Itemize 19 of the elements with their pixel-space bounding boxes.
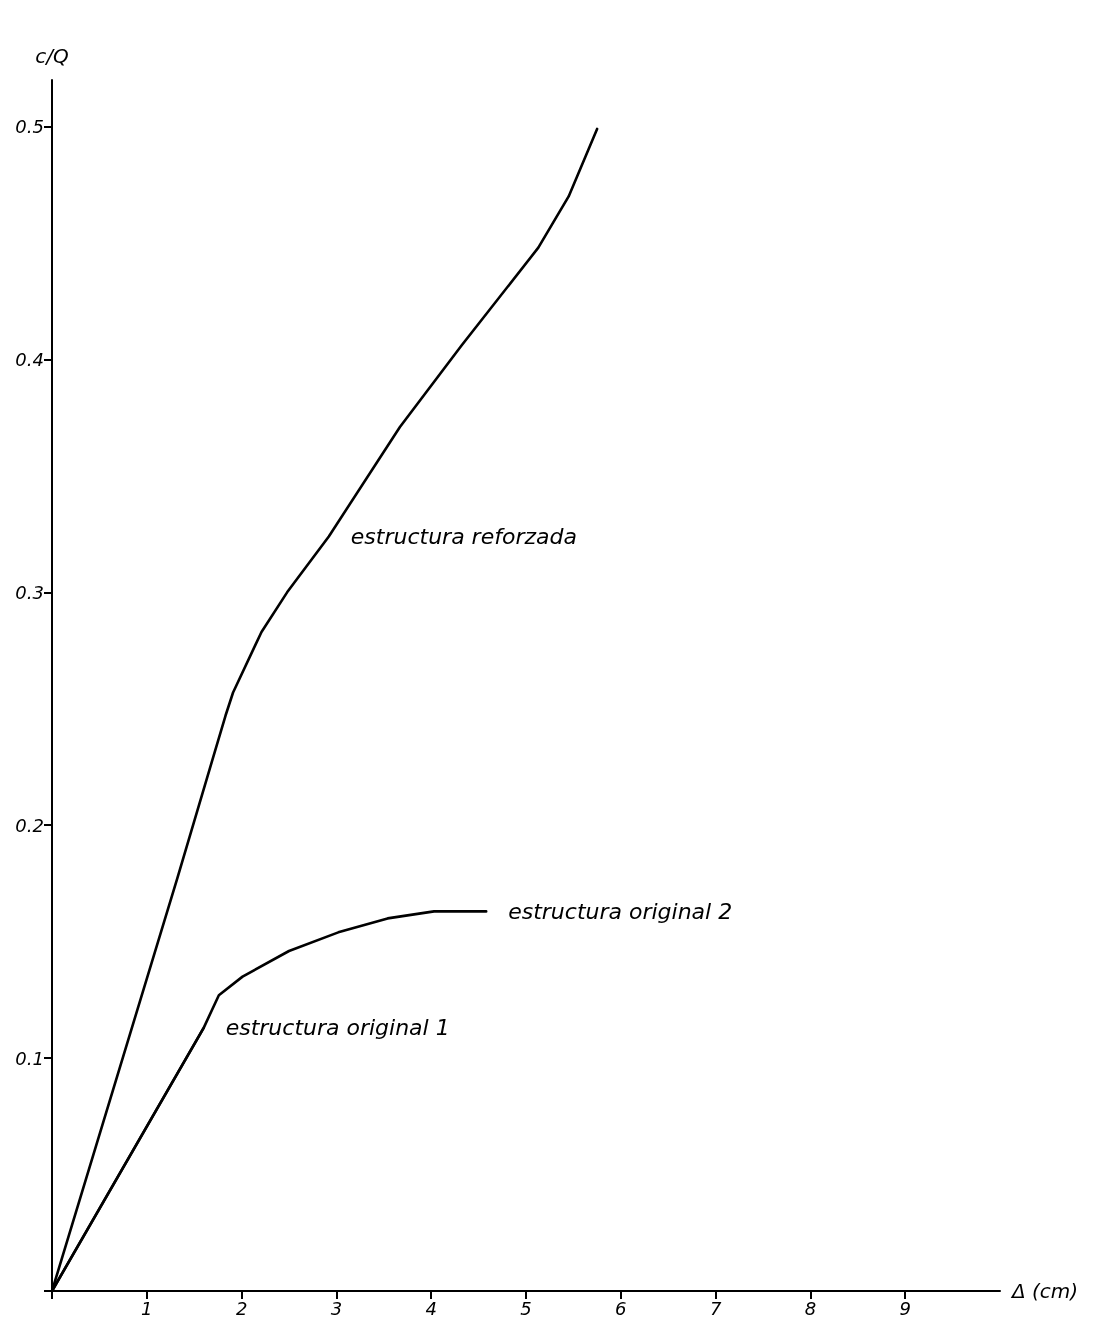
y-tick-label: 0.2 xyxy=(15,814,44,836)
x-tick-label: 3 xyxy=(330,1297,343,1319)
x-tick-label: 2 xyxy=(235,1297,248,1319)
y-tick-label: 0.5 xyxy=(15,116,44,138)
x-tick-label: 4 xyxy=(425,1297,437,1319)
y-tick-label: 0.1 xyxy=(15,1047,44,1069)
x-tick-label: 9 xyxy=(899,1297,911,1319)
annotation: estructura original 1 xyxy=(225,1015,450,1041)
annotation: estructura reforzada xyxy=(350,523,577,549)
y-tick-label: 0.4 xyxy=(15,348,44,370)
x-tick-label: 6 xyxy=(615,1297,627,1319)
x-tick-label: 8 xyxy=(804,1297,817,1319)
y-axis-title: c/Q xyxy=(35,44,69,68)
y-tick-label: 0.3 xyxy=(15,581,44,603)
x-tick-label: 5 xyxy=(520,1297,532,1319)
annotation: estructura original 2 xyxy=(508,898,733,924)
x-axis-title: Δ (cm) xyxy=(1010,1279,1079,1303)
x-tick-label: 7 xyxy=(709,1297,722,1319)
x-tick-label: 1 xyxy=(141,1297,153,1319)
